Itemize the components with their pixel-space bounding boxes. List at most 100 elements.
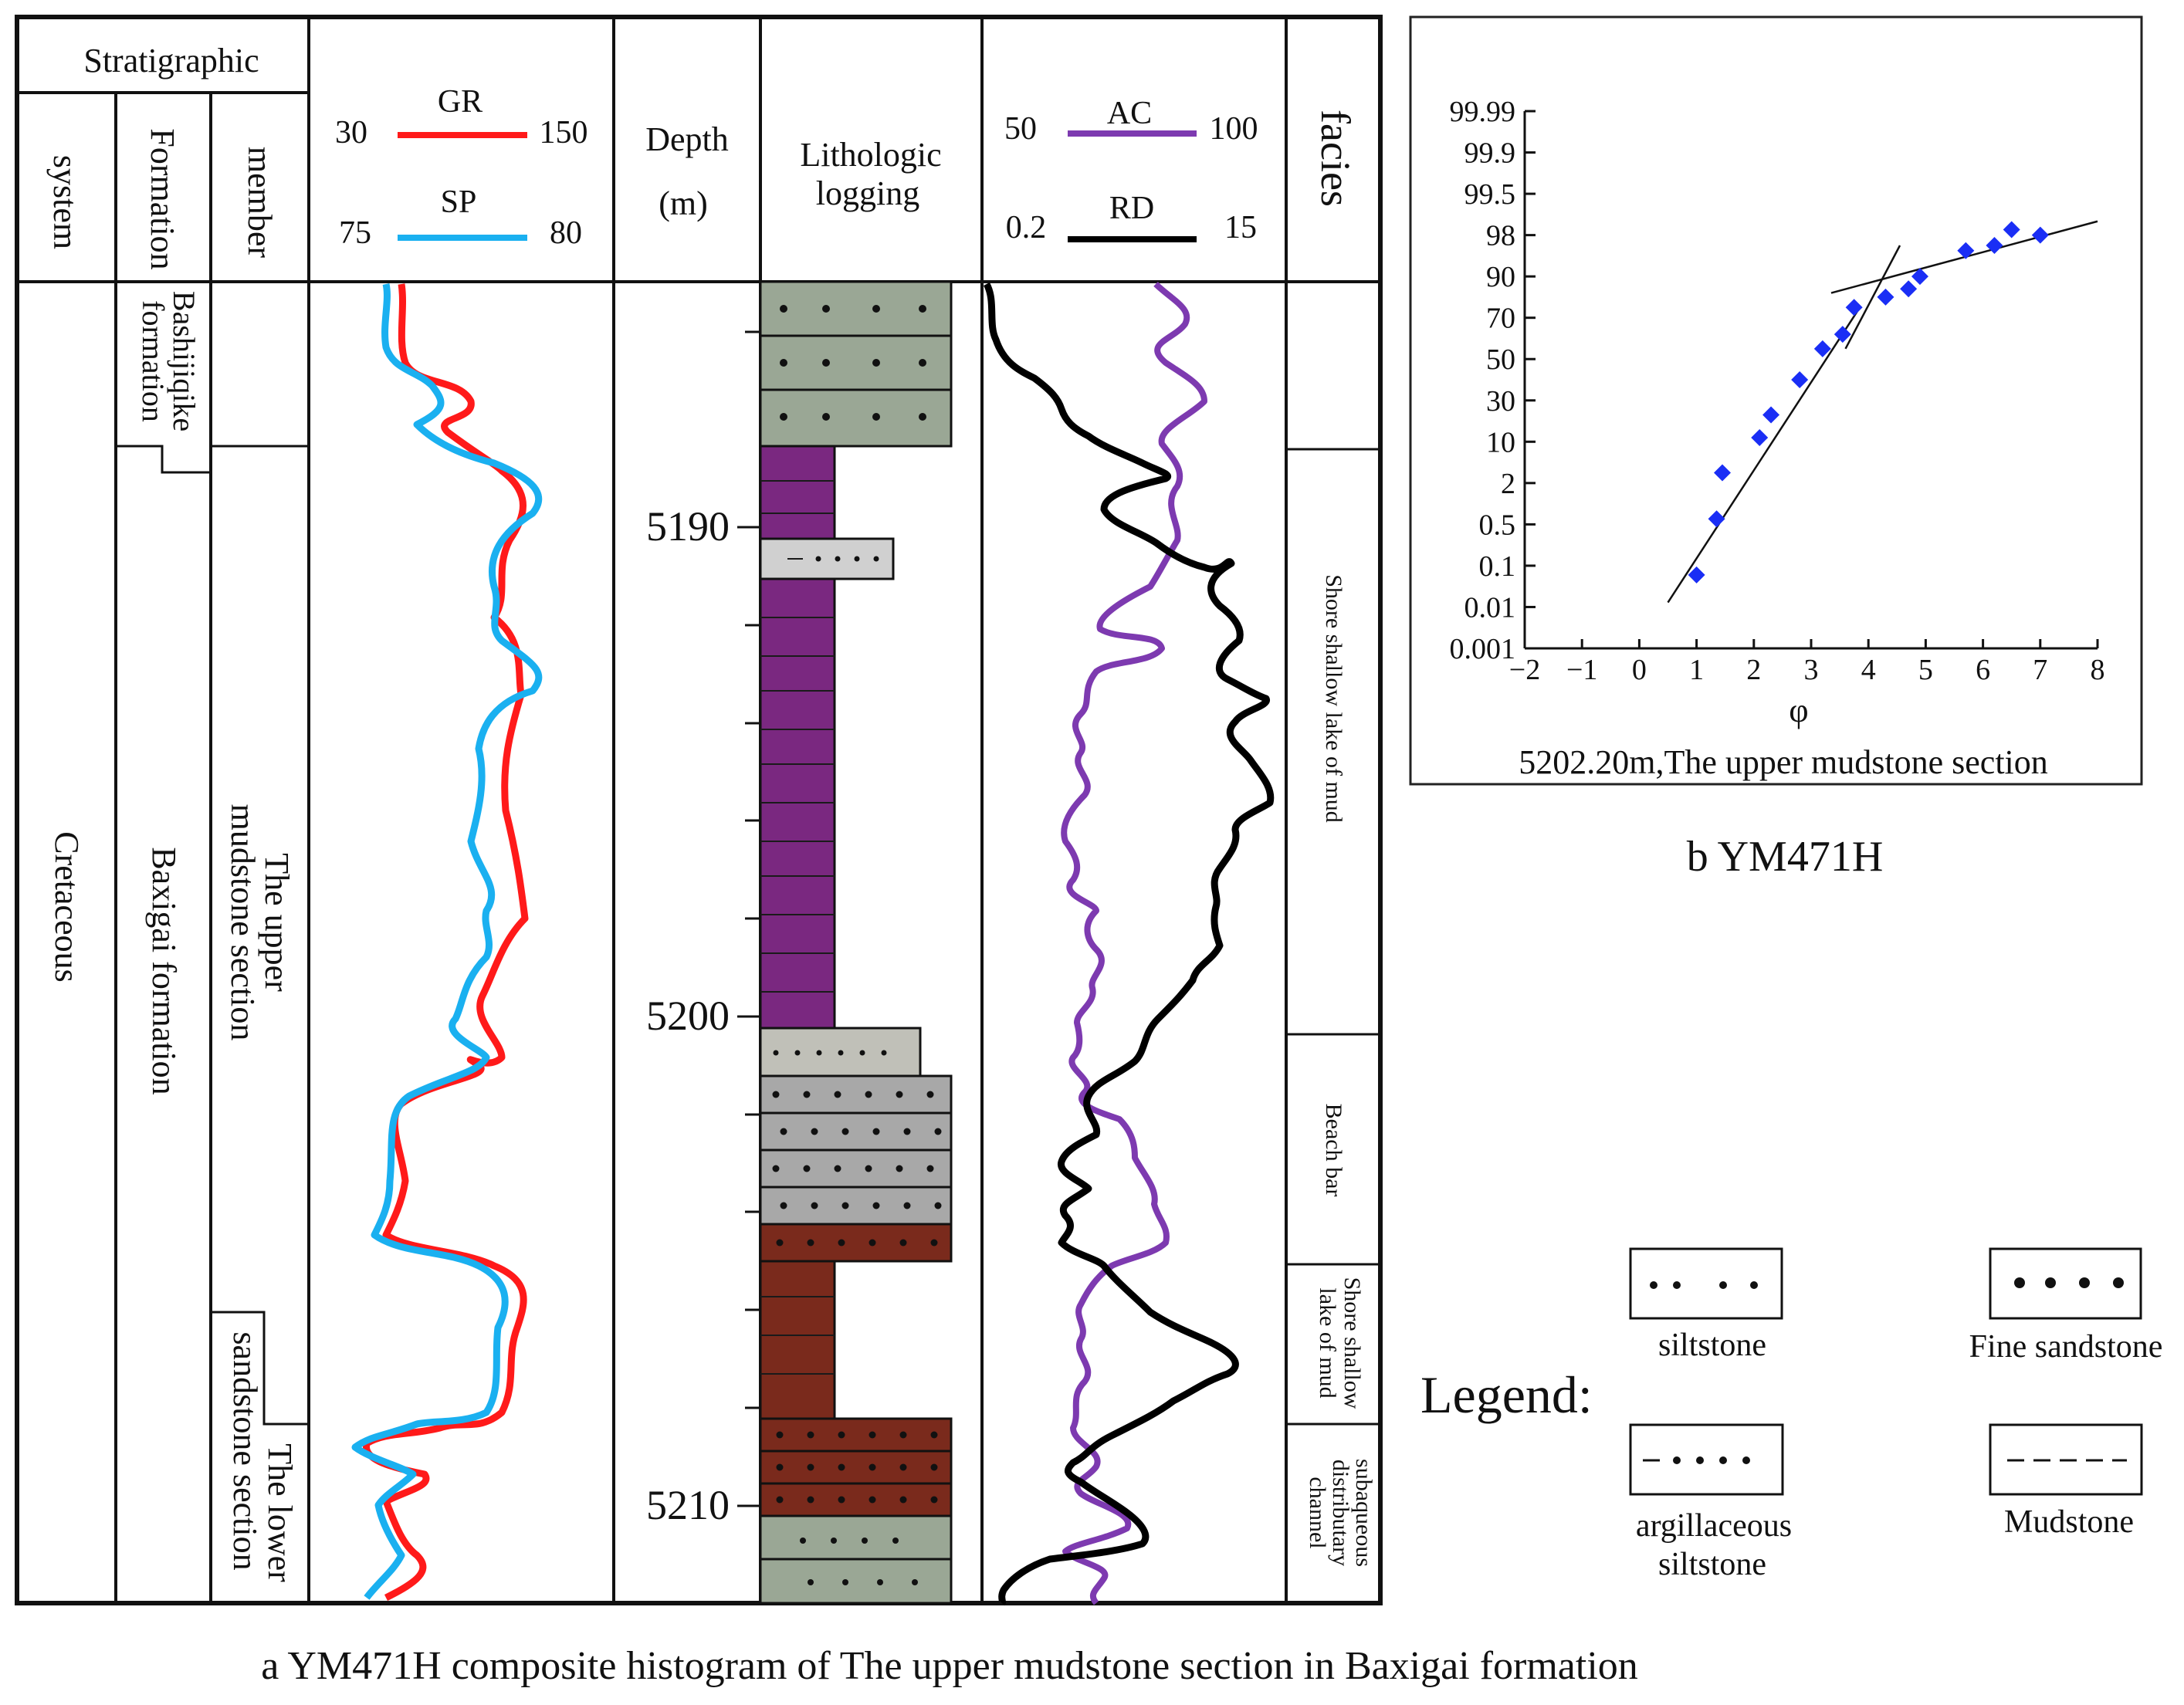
y-tick-label: 2	[1501, 468, 1515, 500]
facies-shore-lake-2-line1: Shore shallow	[1339, 1277, 1365, 1409]
stratigraphic-header: Stratigraphic	[83, 42, 259, 79]
data-point	[1877, 288, 1894, 306]
member-lower-line1: The lower	[261, 1443, 299, 1582]
litho-mudstone-purple	[759, 445, 836, 1030]
ac-scale: AC 50 100	[1004, 96, 1258, 147]
gr-scale: GR 30 150	[335, 84, 588, 151]
x-tick-label: 3	[1804, 654, 1819, 686]
y-tick-label: 0.01	[1464, 591, 1516, 624]
data-point	[1708, 510, 1725, 528]
lithology-dots	[772, 305, 942, 1585]
depth-label-5210: 5210	[646, 1482, 730, 1528]
litho-mudstone-brown	[759, 1260, 836, 1420]
lithology-header-line1: Lithologic	[800, 136, 941, 174]
rd-scale: RD 0.2 15	[1006, 191, 1257, 245]
panel-a-caption: a YM471H composite histogram of The uppe…	[261, 1644, 1638, 1688]
data-point	[1751, 428, 1769, 446]
sp-curve	[351, 283, 543, 1600]
rd-curve	[983, 282, 1275, 1606]
y-tick-label: 0.001	[1450, 633, 1516, 665]
data-point	[1713, 464, 1731, 482]
litho-fine-sandstone-brown	[759, 1223, 953, 1263]
facies-channel-line2: distributary	[1328, 1460, 1353, 1566]
y-tick-label: 70	[1486, 303, 1515, 335]
formation-bashijiqike-line1: Bashijiqike	[167, 291, 201, 431]
legend-fine-sandstone-label: Fine sandstone	[1969, 1329, 2163, 1365]
composite-log-panel: Stratigraphic system Formation member GR…	[15, 15, 1383, 1606]
data-point	[1762, 406, 1780, 424]
sp-max: 80	[550, 215, 582, 251]
data-point	[1986, 237, 2003, 254]
ac-curve	[1061, 282, 1207, 1605]
legend: Legend: siltstone Fine sandstone argilla…	[1420, 1247, 2163, 1582]
y-tick-label: 50	[1486, 343, 1515, 376]
facies-header: facies	[1312, 110, 1359, 207]
data-point	[2031, 226, 2049, 244]
x-tick-label: 6	[1976, 654, 1990, 686]
formation-boundary	[116, 445, 211, 474]
legend-title: Legend:	[1420, 1365, 1593, 1424]
rd-max: 15	[1224, 210, 1257, 245]
y-tick-label: 99.5	[1464, 178, 1516, 211]
rd-label: RD	[1109, 191, 1154, 226]
data-point	[2003, 221, 2020, 238]
lithology-mud-lines	[760, 480, 835, 1375]
member-lower-line2: sandstone section	[226, 1331, 264, 1570]
plot-inset-caption: 5202.20m,The upper mudstone section	[1519, 743, 2048, 781]
y-tick-label: 0.1	[1479, 550, 1516, 583]
legend-argillaceous-label-2: siltstone	[1658, 1547, 1766, 1582]
lithology-column	[759, 280, 953, 1605]
lithology-header-line2: logging	[816, 174, 919, 212]
panel-b-caption: b YM471H	[1687, 833, 1884, 881]
data-point	[1791, 371, 1809, 388]
data-point	[1900, 280, 1918, 298]
legend-mudstone-label: Mudstone	[2004, 1504, 2134, 1540]
member-header: member	[241, 147, 279, 259]
x-tick-label: 4	[1861, 654, 1876, 686]
sp-label: SP	[441, 184, 477, 220]
plot-frame	[1409, 15, 2143, 786]
x-tick-label: −2	[1509, 654, 1540, 686]
data-point	[1957, 242, 1975, 259]
y-tick-label: 0.5	[1479, 509, 1516, 541]
x-tick-label: 5	[1918, 654, 1933, 686]
y-tick-label: 10	[1486, 426, 1515, 458]
depth-label-5190: 5190	[646, 503, 730, 550]
data-point	[1834, 326, 1851, 343]
x-tick-label: 7	[2033, 654, 2047, 686]
probability-chart: −2 −1 0 1 2 3 4 5 6 7 8 0.001 0.01 0.1 0.5 2 10 30 50 70 90 9…	[1450, 96, 2105, 686]
facies-shore-lake-1: Shore shallow lake of mud	[1321, 574, 1346, 823]
data-point	[1911, 268, 1928, 286]
x-tick-label: 1	[1689, 654, 1704, 686]
data-point	[1845, 299, 1863, 316]
facies-channel-line3: channel	[1305, 1477, 1330, 1548]
y-tick-label: 99.99	[1450, 96, 1516, 128]
member-upper-line1: The upper	[258, 853, 296, 992]
ac-max: 100	[1210, 111, 1258, 147]
data-point	[1813, 340, 1831, 357]
member-upper-line2: mudstone section	[224, 804, 262, 1041]
formation-baxigai: Baxigai formation	[145, 847, 183, 1094]
depth-unit: (m)	[659, 184, 708, 222]
x-tick-label: 8	[2091, 654, 2105, 686]
ac-min: 50	[1004, 111, 1037, 147]
x-tick-label: 0	[1632, 654, 1647, 686]
x-tick-label: −1	[1566, 654, 1597, 686]
y-tick-label: 98	[1486, 220, 1515, 252]
sp-min: 75	[339, 215, 371, 251]
trend-line	[1667, 306, 1861, 604]
facies-shore-lake-2-line2: lake of mud	[1315, 1287, 1340, 1398]
litho-fine-sandstone-brown-lower	[759, 1417, 953, 1517]
formation-header: Formation	[144, 128, 181, 269]
trend-line	[1844, 245, 1901, 350]
rd-min: 0.2	[1006, 210, 1047, 245]
facies-beach-bar: Beach bar	[1321, 1104, 1346, 1197]
depth-label-5200: 5200	[646, 993, 730, 1039]
facies-channel-line1: subaqueous	[1351, 1459, 1376, 1567]
depth-header: Depth	[645, 120, 729, 158]
x-tick-label: 2	[1746, 654, 1761, 686]
gr-min: 30	[335, 115, 367, 151]
plot-x-label: φ	[1789, 692, 1808, 729]
probability-plot-panel: −2 −1 0 1 2 3 4 5 6 7 8 0.001 0.01 0.1 0.5 2 10 30 50 70 90 9…	[1409, 15, 2143, 786]
system-label: Cretaceous	[48, 831, 86, 982]
